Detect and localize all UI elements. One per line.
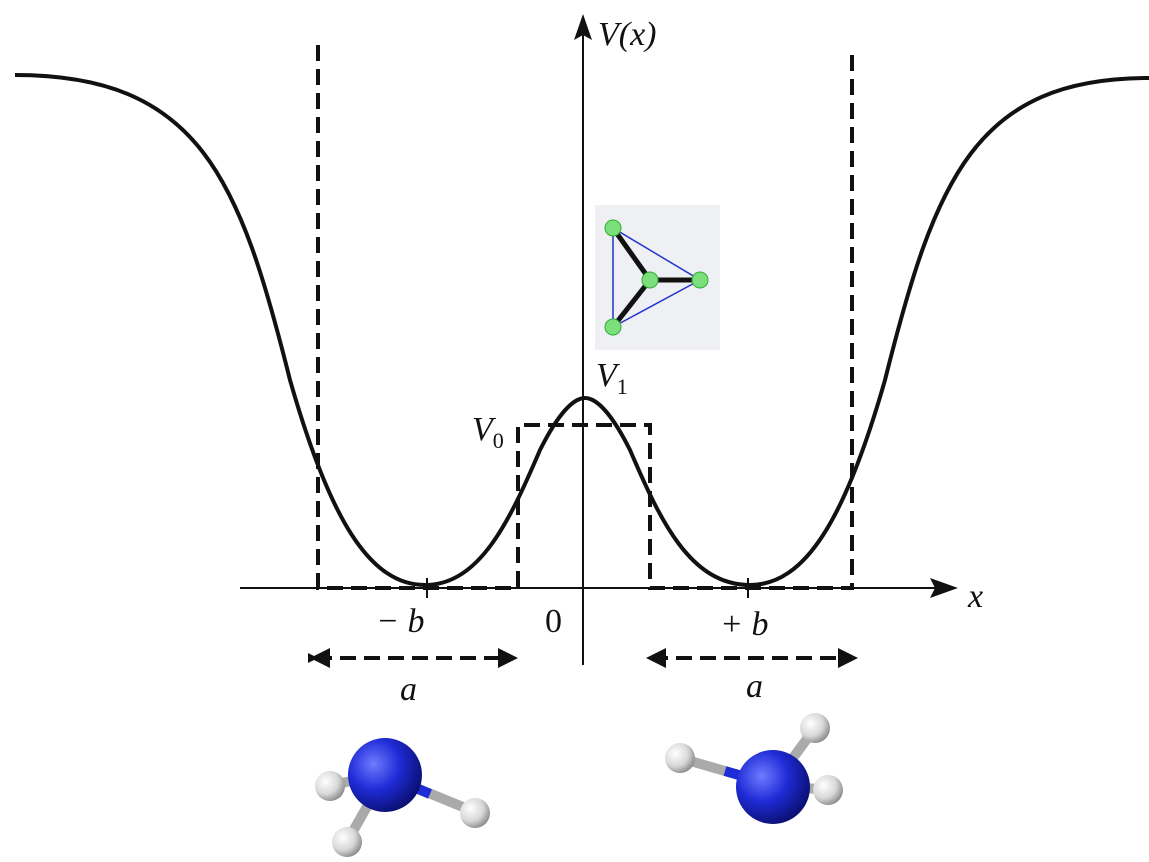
hydrogen — [665, 743, 695, 773]
atom — [605, 220, 621, 236]
tick-label: + b — [720, 606, 768, 643]
tick-label: 0 — [545, 603, 562, 640]
atom — [692, 272, 708, 288]
tick-label: − b — [376, 603, 424, 640]
hydrogen — [460, 798, 490, 828]
atom — [605, 319, 621, 335]
nitrogen — [736, 750, 810, 824]
x-label: x — [967, 578, 983, 615]
background — [0, 0, 1149, 862]
subscript: 0 — [493, 428, 504, 453]
diagram: V(x) x V0 V1 − b 0 + b a a — [0, 0, 1149, 862]
hydrogen — [332, 827, 362, 857]
page: V(x) x V0 V1 − b 0 + b a a (() => { cons… — [0, 0, 1149, 862]
hydrogen — [800, 713, 830, 743]
y-label: V(x) — [598, 16, 657, 53]
subscript: 1 — [617, 374, 628, 399]
hydrogen — [813, 775, 843, 805]
planar-inset — [595, 205, 720, 350]
width-label: a — [400, 671, 417, 708]
hydrogen — [315, 771, 345, 801]
nitrogen — [348, 738, 422, 812]
width-label: a — [746, 668, 763, 705]
atom — [642, 272, 658, 288]
